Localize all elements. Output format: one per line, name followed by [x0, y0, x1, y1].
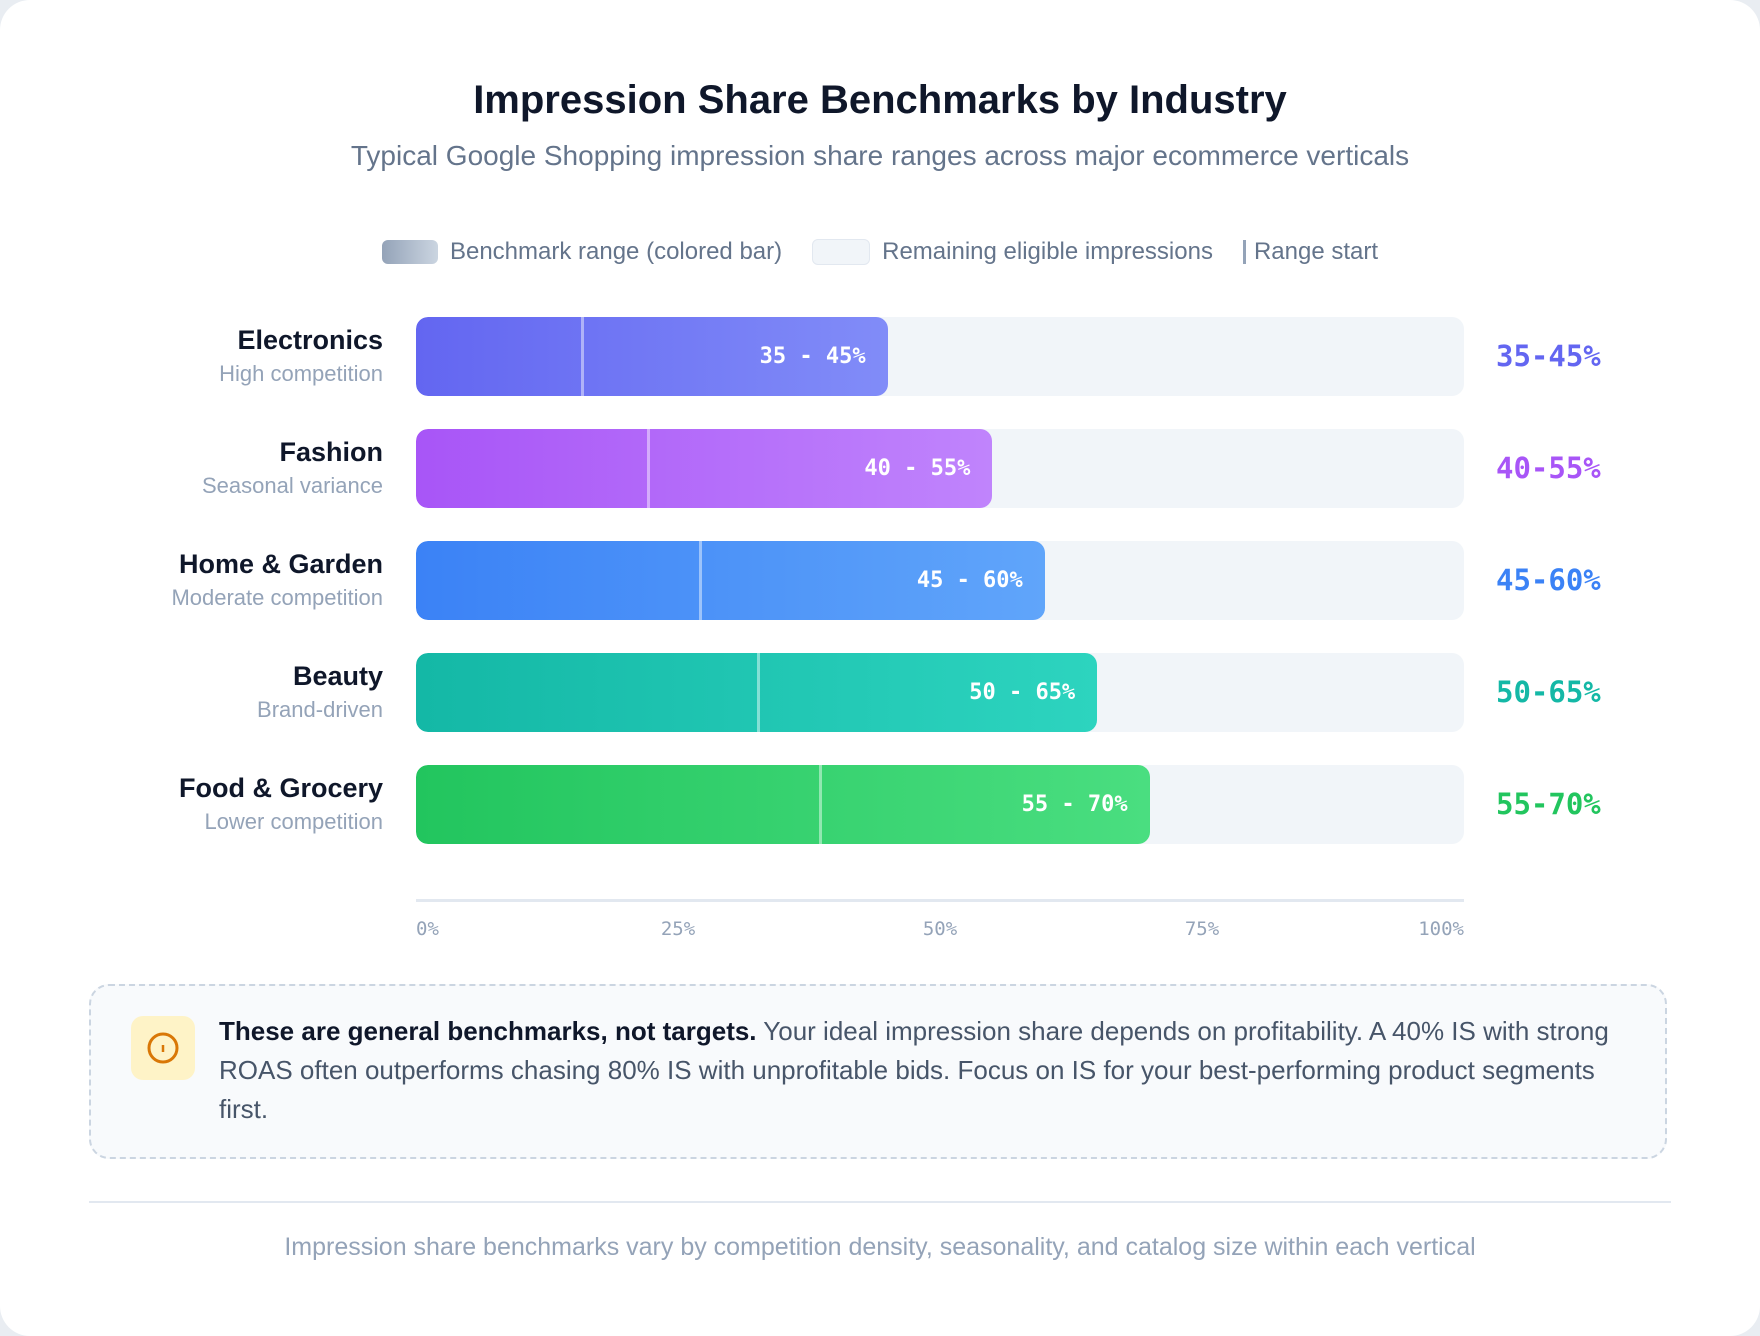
footer-note: Impression share benchmarks vary by comp…	[284, 1233, 1476, 1261]
bar-label: 50 - 65%	[969, 680, 1076, 705]
bar-track: 45 - 60%	[416, 541, 1464, 620]
bar-track: 40 - 55%	[416, 429, 1464, 508]
bar-range: 50 - 65%	[416, 653, 1098, 732]
range-label: 45-60%	[1496, 563, 1601, 597]
category-note: Moderate competition	[171, 585, 383, 610]
legend-label-start: Range start	[1253, 238, 1379, 265]
category-name: Electronics	[237, 325, 383, 355]
bar-track: 55 - 70%	[416, 765, 1464, 844]
category-note: Seasonal variance	[201, 473, 383, 498]
range-start-marker	[581, 317, 585, 396]
bar-label: 55 - 70%	[1021, 792, 1128, 817]
range-start-marker	[819, 765, 823, 844]
bar-label: 35 - 45%	[759, 344, 866, 369]
x-tick-label: 75%	[1184, 918, 1220, 940]
range-start-marker	[698, 541, 702, 620]
legend-item-remaining: Remaining eligible impressions	[812, 238, 1213, 266]
bar-label: 40 - 55%	[864, 456, 971, 481]
x-tick-label: 100%	[1418, 918, 1464, 940]
x-tick-label: 0%	[416, 918, 439, 940]
bar-row: Electronics High competition 35 - 45% 35-45…	[0, 317, 1760, 396]
x-tick-label: 25%	[660, 918, 696, 940]
bar-label: 45 - 60%	[916, 568, 1023, 593]
category-note: Brand-driven	[257, 697, 383, 722]
category-note: High competition	[219, 361, 383, 386]
bar-row: Fashion Seasonal variance 40 - 55% 40-55%	[0, 429, 1760, 508]
bar-range: 40 - 55%	[416, 429, 993, 508]
legend-label-remaining: Remaining eligible impressions	[882, 238, 1213, 265]
x-axis-line	[416, 899, 1464, 902]
legend-swatch-remaining	[812, 239, 871, 265]
category-name: Home & Garden	[178, 549, 383, 579]
note-text: These are general benchmarks, not target…	[219, 1012, 1629, 1129]
legend-item-start: Range start	[1242, 238, 1379, 266]
bar-range: 45 - 60%	[416, 541, 1045, 620]
range-label: 55-70%	[1496, 787, 1601, 821]
range-label: 50-65%	[1496, 675, 1601, 709]
divider	[89, 1201, 1671, 1203]
range-start-marker	[756, 653, 760, 732]
legend-swatch-range	[381, 240, 438, 264]
category-note: Lower competition	[204, 809, 383, 834]
page-title: Impression Share Benchmarks by Industry	[473, 78, 1287, 122]
note-bold: These are general benchmarks, not target…	[219, 1016, 757, 1046]
legend: Benchmark range (colored bar) Remaining …	[0, 238, 1760, 266]
legend-swatch-start	[1242, 240, 1246, 264]
range-label: 35-45%	[1496, 339, 1601, 373]
legend-label-range: Benchmark range (colored bar)	[449, 238, 783, 265]
bar-track: 50 - 65%	[416, 653, 1464, 732]
x-tick-label: 50%	[922, 918, 958, 940]
info-circle-icon	[131, 1016, 195, 1080]
category-name: Food & Grocery	[178, 773, 383, 803]
range-label: 40-55%	[1496, 451, 1601, 485]
bar-track: 35 - 45%	[416, 317, 1464, 396]
note-body: Your ideal impression share depends on p…	[219, 1016, 1609, 1124]
info-note: These are general benchmarks, not target…	[89, 984, 1667, 1159]
range-start-marker	[646, 429, 650, 508]
bar-range: 55 - 70%	[416, 765, 1150, 844]
page-subtitle: Typical Google Shopping impression share…	[350, 140, 1410, 171]
category-name: Beauty	[292, 661, 383, 691]
category-name: Fashion	[279, 437, 383, 467]
bar-row: Beauty Brand-driven 50 - 65% 50-65%	[0, 653, 1760, 732]
bar-range: 35 - 45%	[416, 317, 888, 396]
legend-item-range: Benchmark range (colored bar)	[381, 238, 783, 266]
bar-row: Food & Grocery Lower competition 55 - 70% 5…	[0, 765, 1760, 844]
bar-row: Home & Garden Moderate competition 45 - 60…	[0, 541, 1760, 620]
